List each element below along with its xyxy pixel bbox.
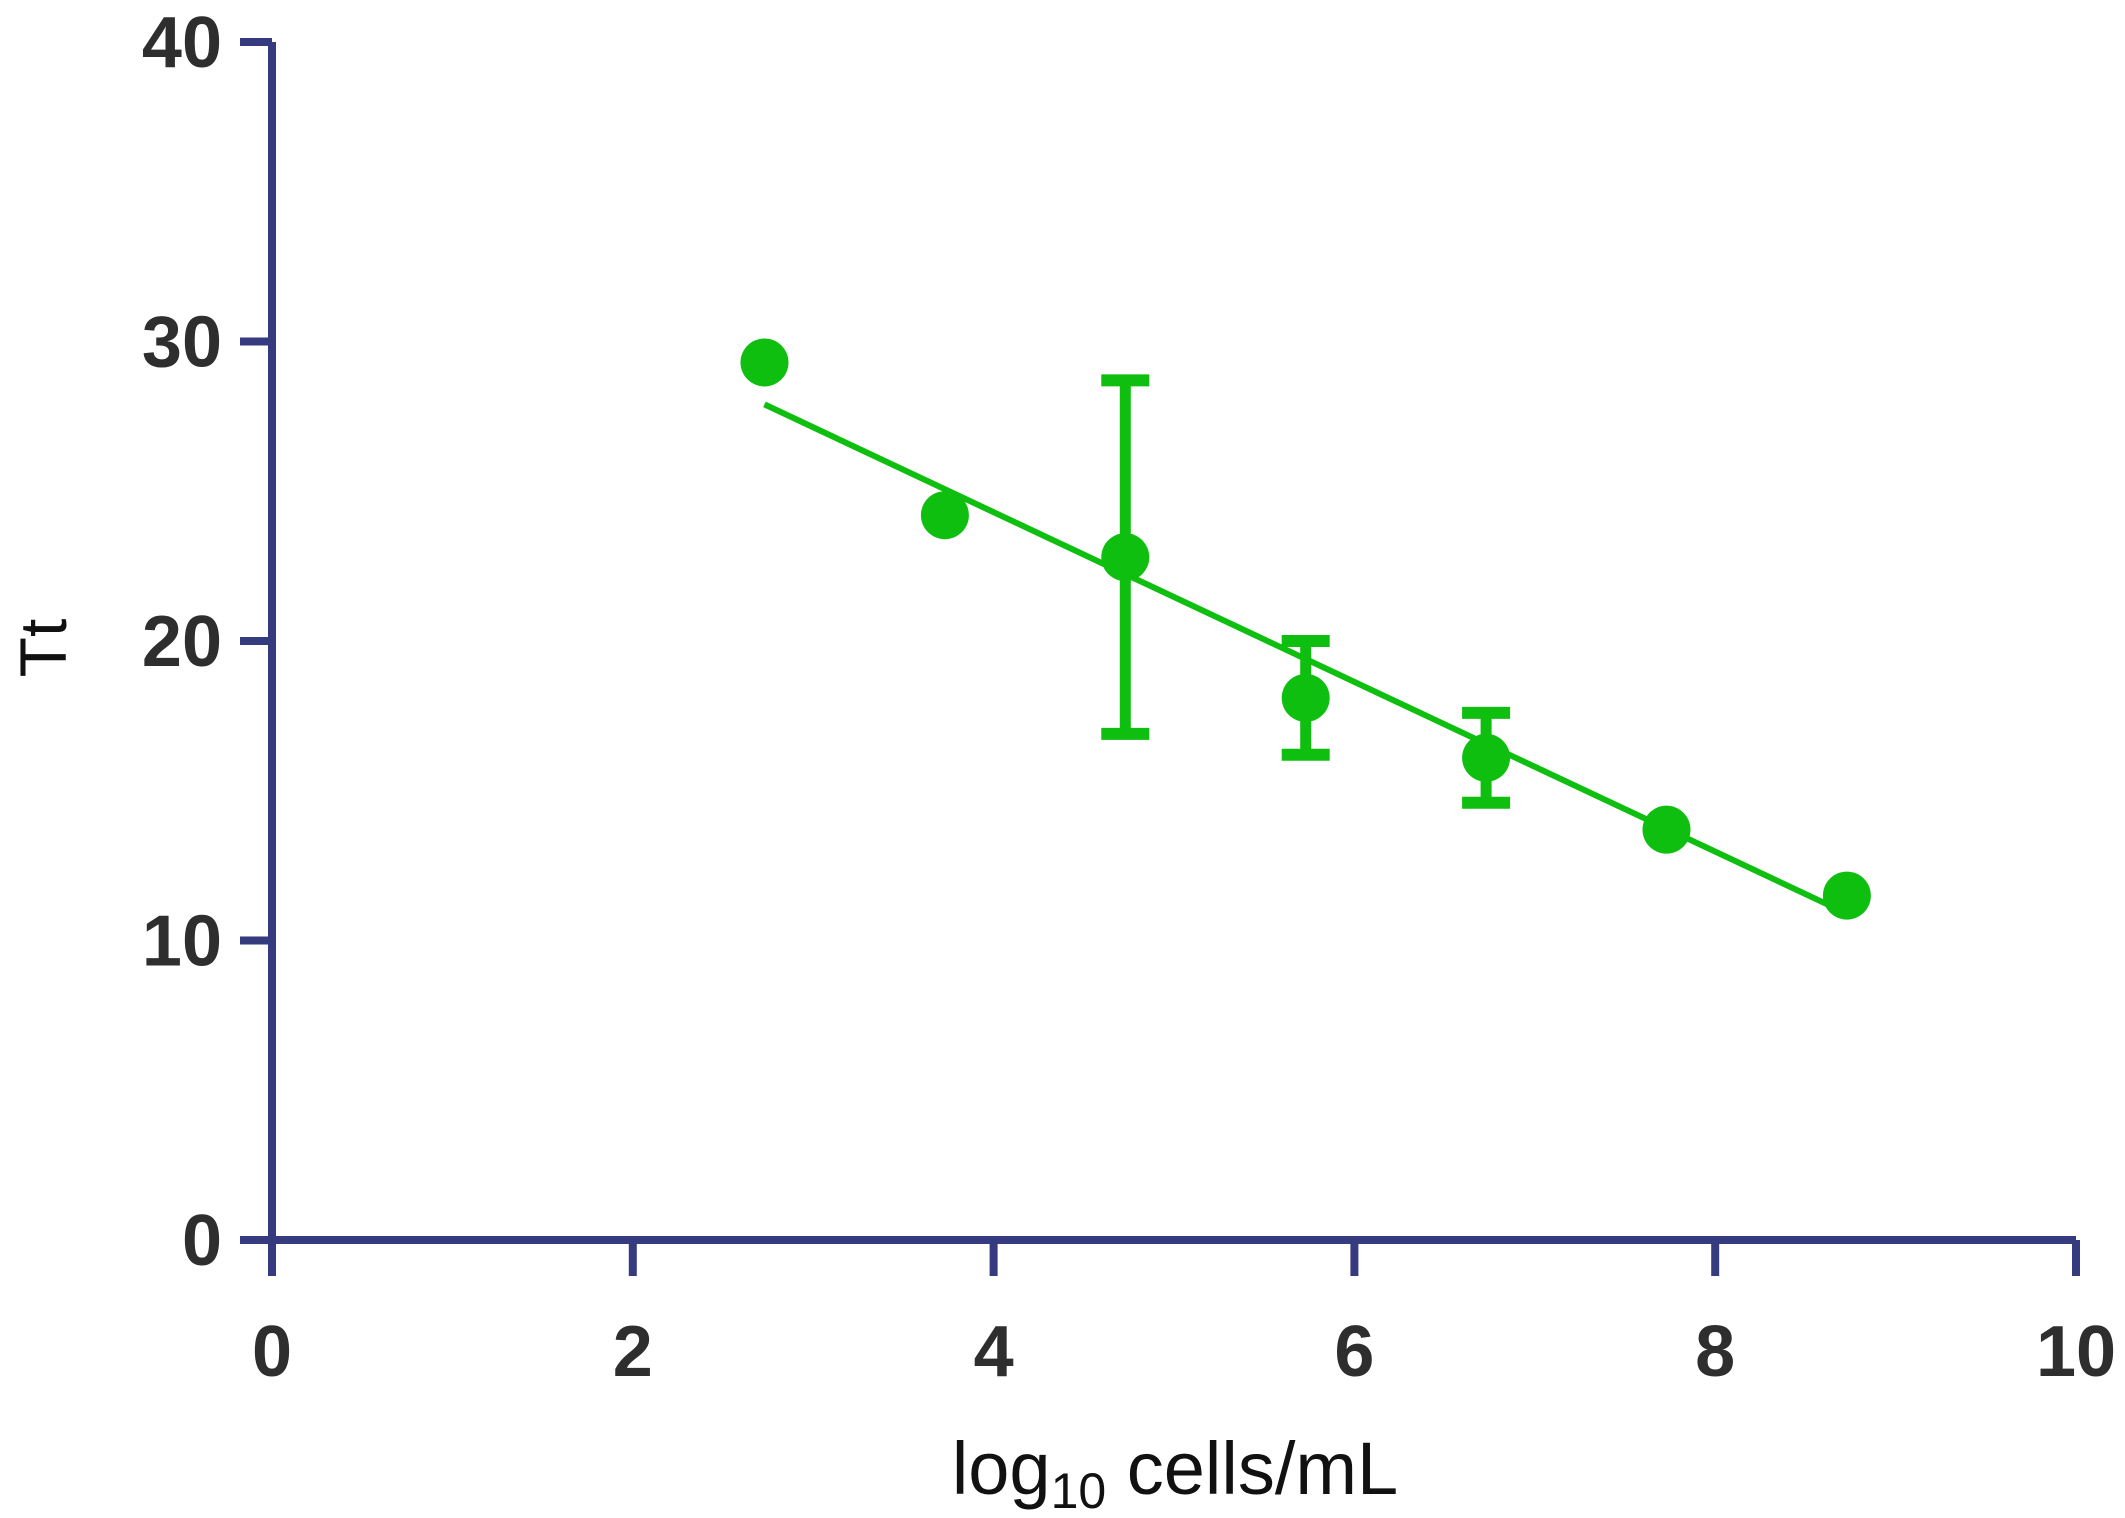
x-axis-label-subscript: 10 xyxy=(1051,1463,1107,1518)
data-point xyxy=(1101,533,1150,582)
data-point xyxy=(1642,805,1691,854)
x-tick-label: 8 xyxy=(1695,1312,1735,1392)
data-point xyxy=(1281,673,1330,722)
x-tick-label: 6 xyxy=(1334,1312,1374,1392)
x-tick-label: 2 xyxy=(613,1312,653,1392)
y-tick-label: 20 xyxy=(142,602,222,682)
x-axis-label: log10 cells/mL xyxy=(952,1427,1398,1518)
data-point xyxy=(920,491,969,540)
y-axis-label: Tt xyxy=(6,619,80,678)
axis-ticks: 0 10 20 30 40 0 2 4 6 8 10 xyxy=(142,3,2116,1392)
y-tick-label: 10 xyxy=(142,902,222,982)
x-tick-label: 0 xyxy=(252,1312,292,1392)
y-tick-label: 40 xyxy=(142,3,222,83)
x-tick-label: 4 xyxy=(974,1312,1014,1392)
x-axis-label-rest: cells/mL xyxy=(1106,1427,1398,1510)
data-point xyxy=(1822,871,1871,920)
data-point xyxy=(740,338,789,387)
y-tick-label: 30 xyxy=(142,303,222,383)
y-tick-label: 0 xyxy=(182,1201,222,1281)
data-points xyxy=(740,338,1871,920)
x-tick-label: 10 xyxy=(2036,1312,2116,1392)
data-point xyxy=(1462,733,1511,782)
axes xyxy=(268,42,2076,1244)
x-axis-label-base: log xyxy=(952,1427,1051,1510)
